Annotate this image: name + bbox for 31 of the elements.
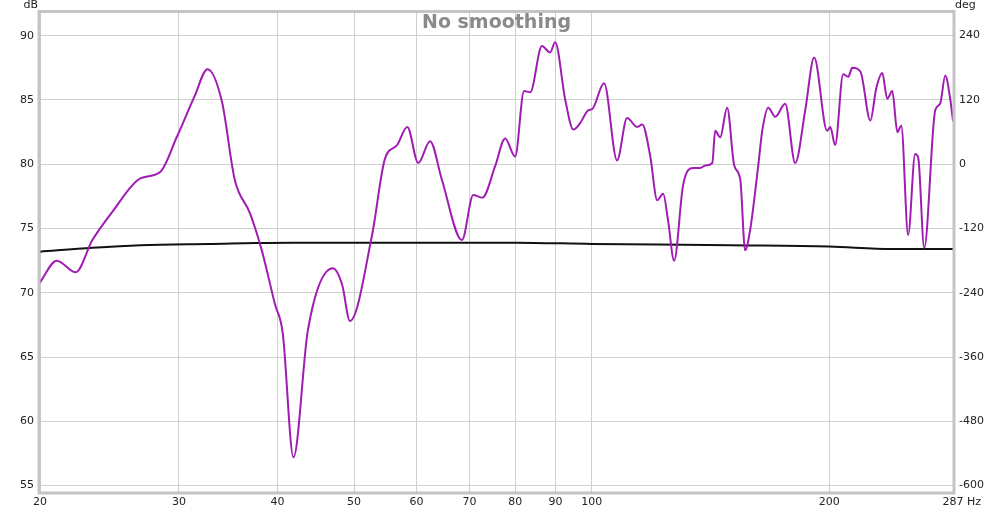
x-tick-label: 60	[409, 495, 424, 509]
y-tick-label: 60	[20, 414, 34, 428]
x-tick-label: 30	[171, 495, 186, 509]
x-tick-label: 50	[347, 495, 362, 509]
y-axis-title: dB	[23, 0, 38, 12]
y-tick-label: 70	[20, 285, 34, 299]
y2-tick-label: 240	[959, 28, 980, 42]
y2-axis-title: deg	[955, 0, 976, 12]
y2-tick-label: 120	[959, 92, 980, 106]
y-tick-label: 80	[20, 157, 34, 171]
x-tick-label: 90	[548, 495, 563, 509]
y-tick-label: 85	[20, 92, 34, 106]
x-tick-label: 20	[33, 495, 47, 509]
x-tick-label: 100	[581, 495, 603, 509]
x-tick-label: 70	[462, 495, 477, 509]
x-tick-label: 200	[818, 495, 840, 509]
y2-tick-label: -600	[959, 478, 984, 492]
x-tick-label: 287	[942, 495, 964, 509]
y2-tick-label: -360	[959, 349, 984, 363]
y2-tick-label: -480	[959, 414, 984, 428]
x-axis-title: Hz	[967, 495, 982, 509]
y-tick-label: 55	[20, 478, 34, 492]
y-tick-label: 90	[20, 28, 34, 42]
y2-tick-label: -120	[959, 221, 984, 235]
y2-tick-label: -240	[959, 285, 984, 299]
y2-tick-label: 0	[959, 157, 966, 171]
y-tick-label: 65	[20, 349, 34, 363]
y-tick-label: 75	[20, 221, 34, 235]
chart-title: No smoothing	[421, 10, 572, 33]
x-tick-label: 40	[270, 495, 285, 509]
x-tick-label: 80	[508, 495, 523, 509]
